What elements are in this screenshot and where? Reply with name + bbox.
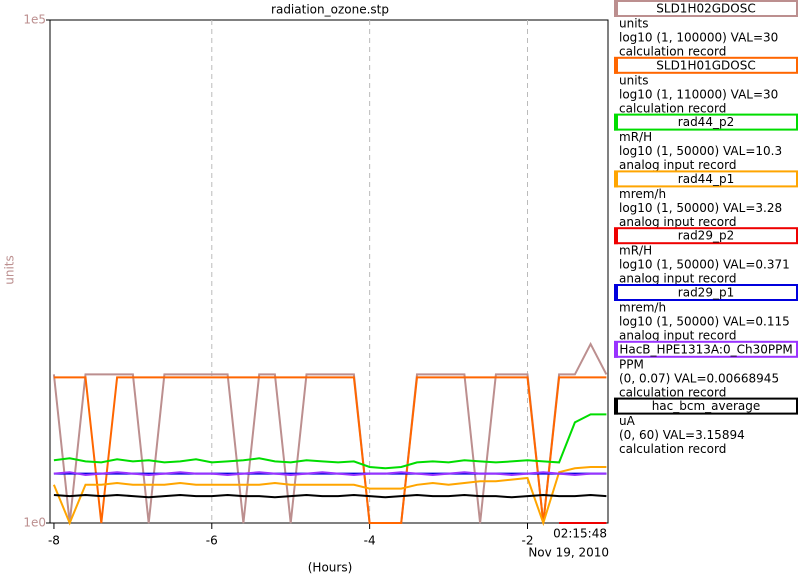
legend-swatch [614,341,618,358]
legend-name: HacB_HPE1313A:0_Ch30PPM [619,342,792,356]
legend-record: analog input record [619,215,736,229]
legend-record: analog input record [619,272,736,286]
plot-frame [49,19,609,524]
chart-title: radiation_ozone.stp [271,3,389,17]
trace [53,493,607,499]
legend-record: calculation record [619,385,726,399]
legend-swatch [614,114,618,131]
legend-name: rad44_p1 [678,172,734,186]
legend-name: rad29_p2 [678,229,734,243]
x-tick-label: -2 [522,534,534,548]
legend-record: analog input record [619,329,736,343]
legend-range: (0, 60) VAL=3.15894 [619,428,745,442]
legend-record: analog input record [619,158,736,172]
legend-name: SLD1H01GDOSC [656,58,755,72]
legend-units: PPM [619,357,644,371]
legend-name: rad29_p1 [678,286,734,300]
legend-units: units [619,73,649,87]
legend-swatch [614,285,618,301]
y-tick-label: 1e5 [23,13,46,27]
legend-swatch [614,1,618,17]
legend-swatch [614,57,618,74]
legend-swatch [614,171,618,188]
time-label: 02:15:48 [553,527,607,541]
legend-range: log10 (1, 110000) VAL=30 [619,87,778,101]
trace [53,471,607,477]
legend-range: (0, 0.07) VAL=0.00668945 [619,371,779,385]
trace [53,413,607,470]
legend-record: calculation record [619,442,726,456]
y-axis-label: units [3,255,17,285]
legend-units: mrem/h [619,187,666,201]
legend-name: hac_bcm_average [652,399,761,413]
legend-range: log10 (1, 50000) VAL=10.3 [619,144,782,158]
legend-range: log10 (1, 50000) VAL=0.371 [619,258,790,272]
legend-units: mR/H [619,130,652,144]
legend-range: log10 (1, 100000) VAL=30 [619,31,778,45]
legend-name: SLD1H02GDOSC [656,2,755,16]
x-tick-label: -6 [206,534,218,548]
legend-range: log10 (1, 50000) VAL=0.115 [619,315,790,329]
legend-units: mrem/h [619,301,666,315]
trace [52,341,608,524]
legend-units: mR/H [619,244,652,258]
trace [52,466,607,527]
trace [53,376,607,524]
legend-record: calculation record [619,101,726,115]
legend-record: calculation record [619,45,726,59]
legend-range: log10 (1, 50000) VAL=3.28 [619,201,782,215]
y-tick-label: 1e0 [23,516,46,530]
x-tick-label: -8 [48,534,60,548]
x-axis-label: (Hours) [308,561,353,575]
legend-units: uA [619,414,636,428]
legend-name: rad44_p2 [678,115,734,129]
x-tick-label: -4 [364,534,376,548]
legend-swatch [614,228,618,245]
legend-units: units [619,17,649,31]
legend-swatch [614,398,618,415]
date-label: Nov 19, 2010 [528,546,609,560]
